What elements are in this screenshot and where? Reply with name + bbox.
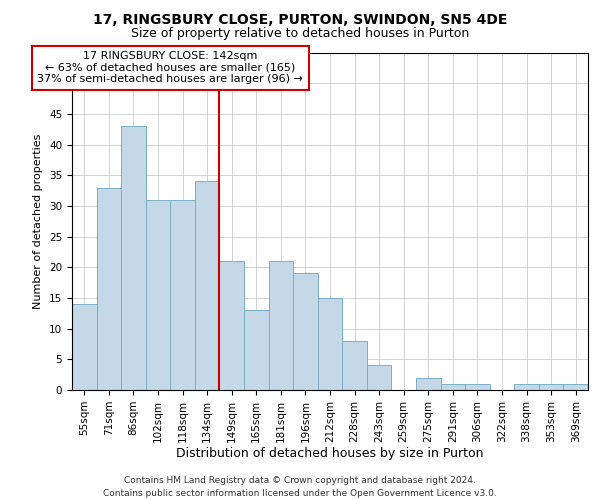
Bar — [318, 298, 342, 390]
Bar — [269, 261, 293, 390]
Text: Size of property relative to detached houses in Purton: Size of property relative to detached ho… — [131, 28, 469, 40]
Bar — [121, 126, 146, 390]
Bar — [342, 341, 367, 390]
Bar — [465, 384, 490, 390]
Text: 17 RINGSBURY CLOSE: 142sqm
← 63% of detached houses are smaller (165)
37% of sem: 17 RINGSBURY CLOSE: 142sqm ← 63% of deta… — [37, 51, 303, 84]
Bar — [72, 304, 97, 390]
X-axis label: Distribution of detached houses by size in Purton: Distribution of detached houses by size … — [176, 448, 484, 460]
Bar — [244, 310, 269, 390]
Bar — [367, 366, 391, 390]
Y-axis label: Number of detached properties: Number of detached properties — [34, 134, 43, 309]
Bar — [514, 384, 539, 390]
Bar — [146, 200, 170, 390]
Bar — [220, 261, 244, 390]
Bar — [539, 384, 563, 390]
Bar — [563, 384, 588, 390]
Bar — [97, 188, 121, 390]
Text: 17, RINGSBURY CLOSE, PURTON, SWINDON, SN5 4DE: 17, RINGSBURY CLOSE, PURTON, SWINDON, SN… — [93, 12, 507, 26]
Bar — [440, 384, 465, 390]
Text: Contains HM Land Registry data © Crown copyright and database right 2024.
Contai: Contains HM Land Registry data © Crown c… — [103, 476, 497, 498]
Bar — [195, 182, 220, 390]
Bar — [170, 200, 195, 390]
Bar — [416, 378, 440, 390]
Bar — [293, 274, 318, 390]
